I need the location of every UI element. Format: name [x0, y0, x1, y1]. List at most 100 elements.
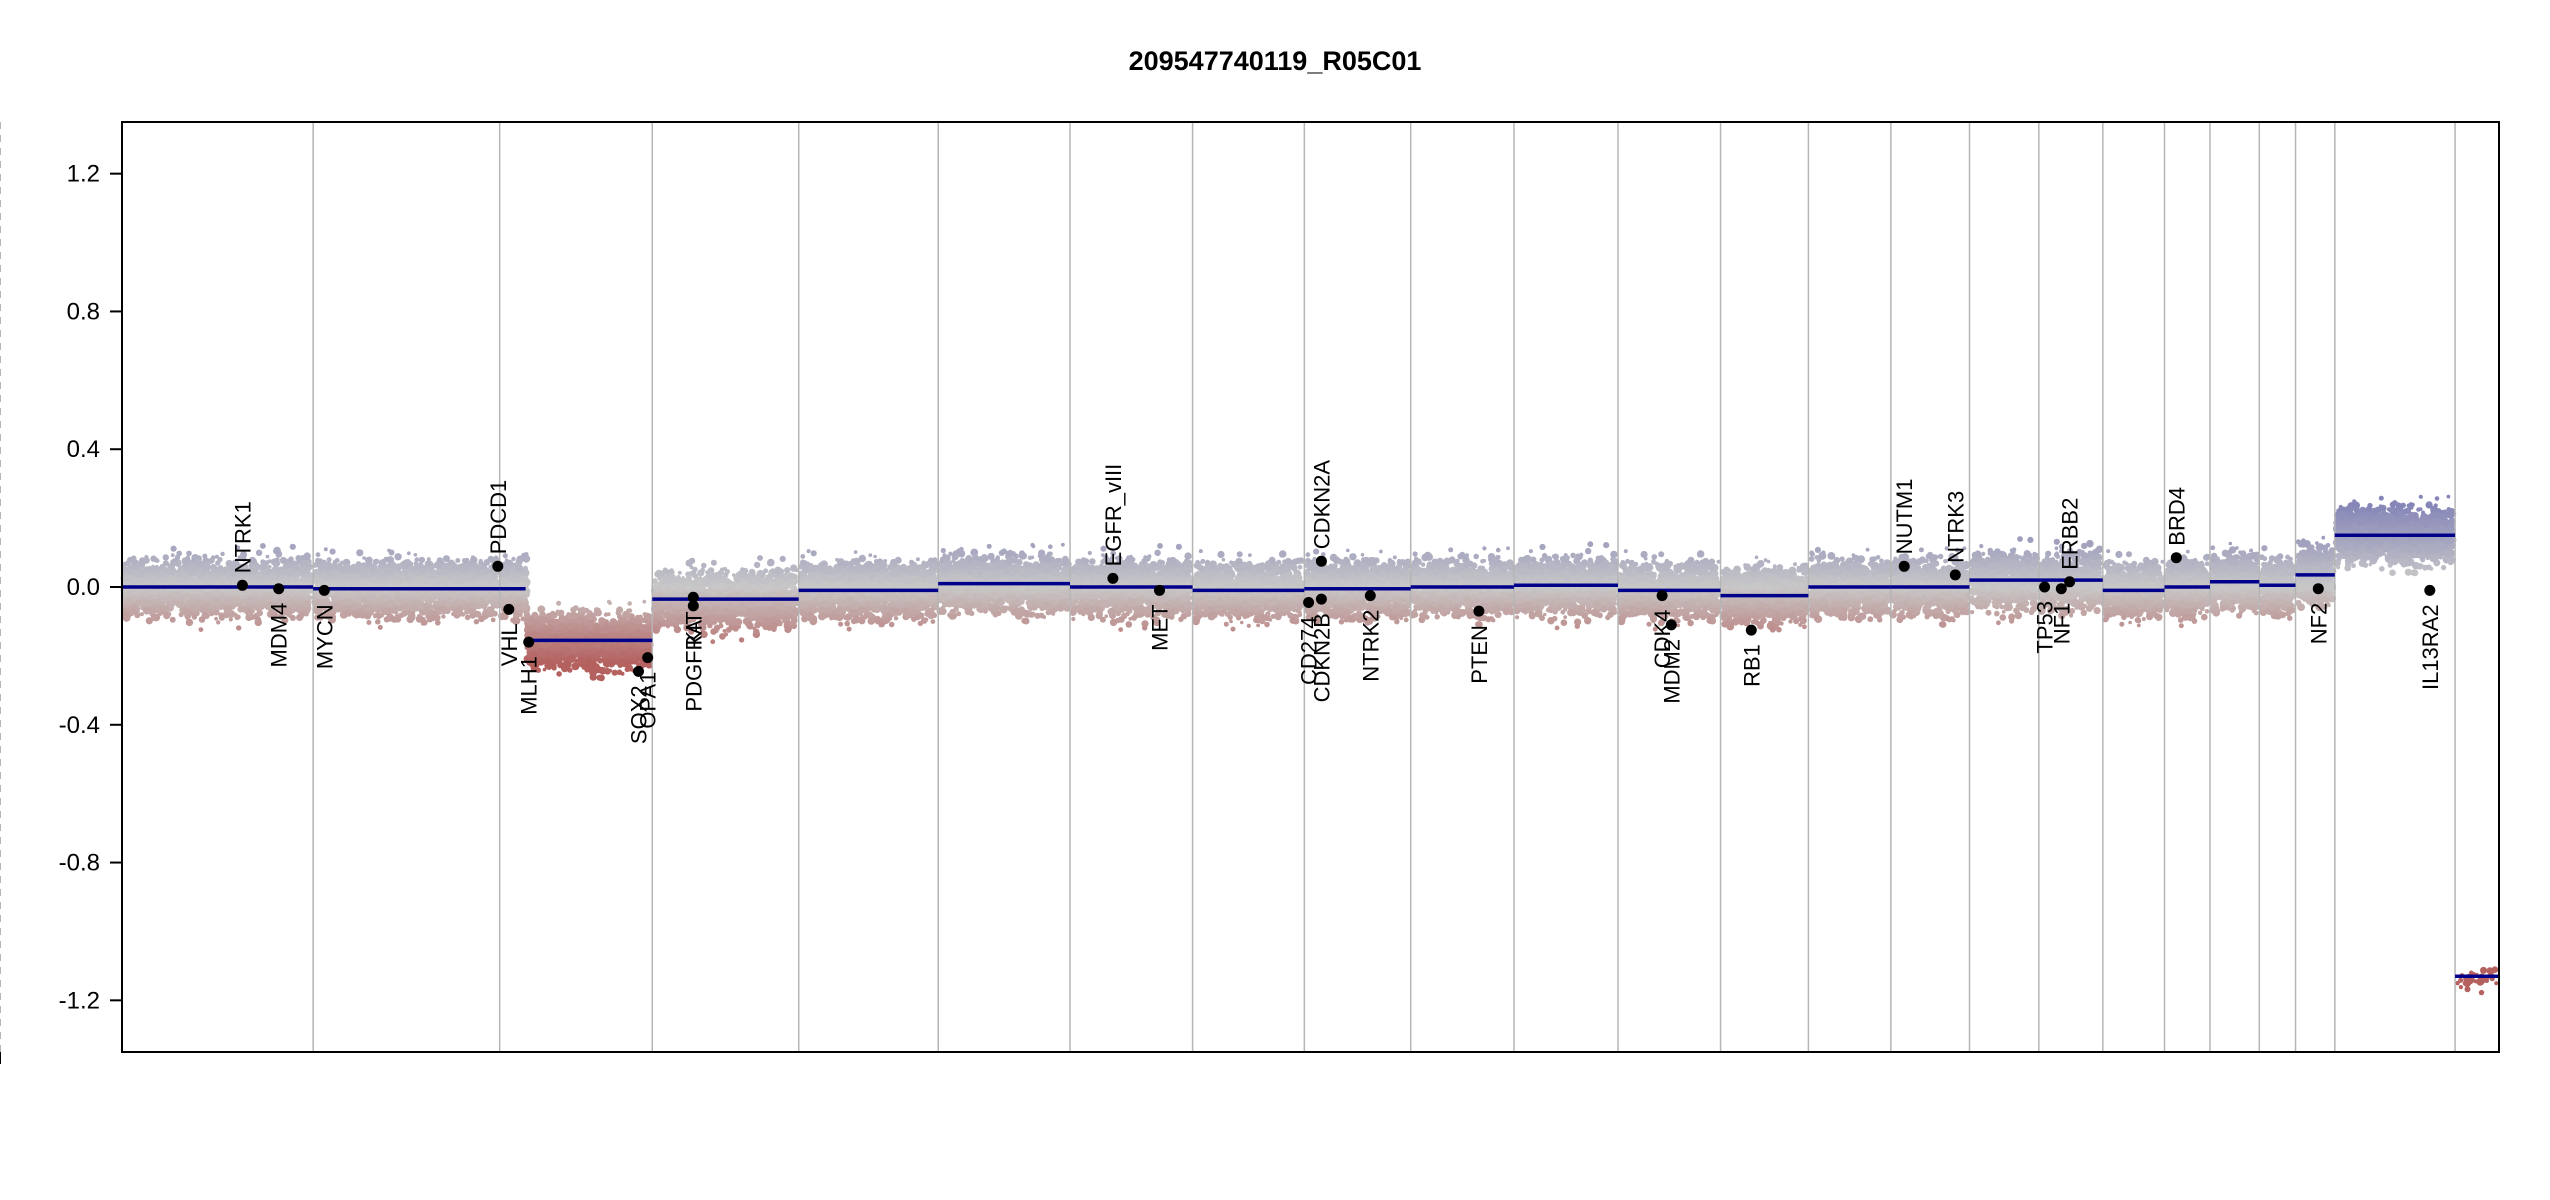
data-point: [378, 625, 383, 630]
data-point: [151, 565, 155, 569]
data-point: [394, 553, 401, 560]
data-point: [488, 592, 494, 598]
data-point: [230, 599, 235, 604]
data-point: [217, 557, 222, 562]
data-point: [136, 578, 141, 583]
data-point: [135, 573, 139, 577]
data-point: [472, 597, 476, 601]
data-point: [471, 555, 475, 559]
data-point: [452, 578, 459, 585]
data-point: [296, 614, 303, 621]
data-point: [234, 578, 239, 583]
data-point: [141, 562, 145, 566]
data-point: [156, 566, 161, 571]
data-point: [261, 569, 266, 574]
data-point: [361, 568, 368, 575]
data-point: [130, 596, 136, 602]
data-point: [219, 615, 225, 621]
data-point: [465, 605, 469, 609]
data-point: [285, 581, 289, 585]
data-point: [258, 589, 264, 595]
data-point: [341, 604, 347, 610]
data-point: [380, 559, 386, 565]
data-point: [321, 575, 325, 579]
data-point: [258, 611, 263, 616]
data-point: [276, 568, 282, 574]
data-point: [465, 615, 471, 621]
data-point: [234, 597, 240, 603]
data-point: [492, 611, 498, 617]
data-point: [320, 563, 326, 569]
data-point: [315, 558, 321, 564]
data-point: [214, 617, 218, 621]
data-point: [188, 568, 192, 572]
data-point: [256, 550, 262, 556]
data-point: [328, 571, 332, 575]
data-point: [421, 620, 427, 626]
data-point: [324, 600, 328, 604]
data-point: [214, 599, 221, 606]
data-point: [414, 553, 418, 557]
data-point: [220, 552, 224, 556]
data-point: [280, 557, 287, 564]
data-point: [299, 567, 307, 575]
data-point: [290, 544, 296, 550]
data-point: [394, 597, 399, 602]
data-point: [307, 577, 311, 581]
data-point: [455, 558, 460, 563]
data-point: [326, 565, 331, 570]
data-point: [199, 616, 206, 623]
data-point: [158, 594, 163, 599]
data-point: [282, 569, 288, 575]
data-point: [145, 581, 150, 586]
data-point: [184, 593, 191, 600]
data-point: [199, 627, 204, 632]
data-point: [365, 604, 373, 612]
data-point: [212, 592, 217, 597]
data-point: [399, 613, 404, 618]
data-point: [421, 591, 425, 595]
data-point: [211, 569, 215, 573]
data-point: [174, 561, 179, 566]
data-point: [427, 557, 431, 561]
data-point: [132, 610, 136, 614]
data-point: [295, 555, 301, 561]
data-point: [443, 555, 450, 562]
data-point: [181, 573, 189, 581]
data-point: [205, 603, 211, 609]
data-point: [419, 557, 425, 563]
data-point: [460, 601, 465, 606]
data-point: [279, 576, 283, 580]
data-point: [202, 554, 207, 559]
chart-title: 209547740119_R05C01: [1129, 46, 1422, 76]
data-point: [316, 552, 321, 557]
data-point: [391, 617, 397, 623]
data-point: [476, 565, 482, 571]
data-point: [226, 598, 231, 603]
data-points: [121, 495, 2499, 996]
data-point: [431, 566, 435, 570]
data-point: [385, 567, 392, 574]
data-point: [182, 608, 190, 616]
data-point: [463, 592, 469, 598]
data-point: [452, 563, 457, 568]
data-point: [266, 555, 270, 559]
data-point: [375, 619, 381, 625]
data-point: [484, 559, 491, 566]
data-point: [407, 551, 411, 555]
data-point: [165, 607, 170, 612]
data-point: [395, 565, 401, 571]
data-point: [163, 554, 169, 560]
data-point: [352, 573, 359, 580]
data-point: [313, 577, 320, 584]
data-point: [430, 573, 434, 577]
data-point: [448, 607, 452, 611]
data-point: [339, 565, 346, 572]
data-point: [224, 606, 232, 614]
data-point: [386, 595, 390, 599]
data-point: [167, 612, 171, 616]
data-point: [442, 594, 448, 600]
data-point: [437, 607, 444, 614]
data-point: [365, 557, 372, 564]
